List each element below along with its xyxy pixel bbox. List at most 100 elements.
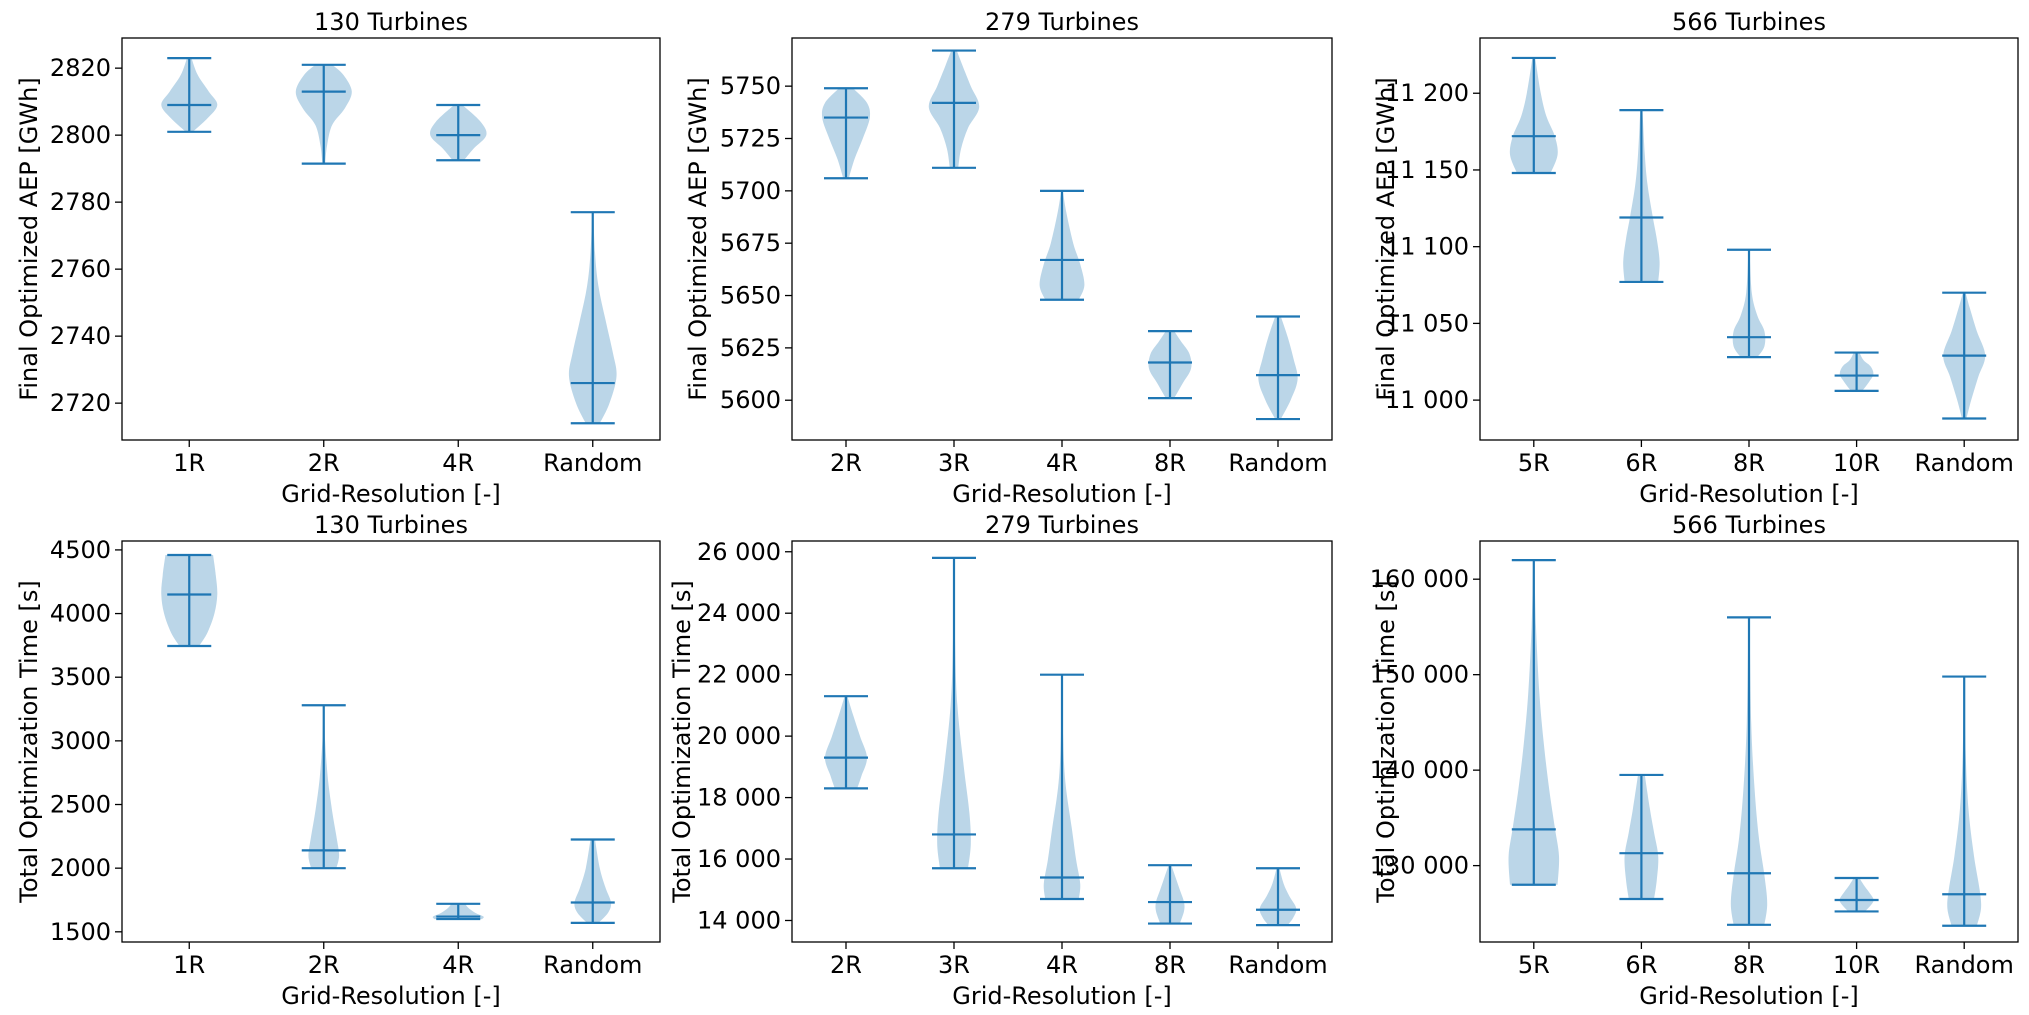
x-tick-label: 6R [1625,951,1657,979]
y-tick-label: 2000 [50,854,111,882]
plot-frame [121,37,661,441]
violin-10r [1834,876,1879,913]
x-tick-label: 4R [442,449,474,477]
y-tick-label: 5700 [720,177,781,205]
violin-8r [1148,864,1192,925]
violin-4r [1040,673,1084,901]
chart-title: 566 Turbines [1672,511,1826,539]
x-tick-label: Random [1915,449,2014,477]
violin-2r [301,704,346,870]
x-tick-label: 8R [1154,951,1186,979]
violin-6r [1619,109,1664,284]
x-tick-label: 4R [442,951,474,979]
violin-8r [1148,330,1192,400]
chart-panel-5: 14 000 16 000 18 000 20 000 22 000 24 000 26 0… [668,511,1333,1010]
y-tick-label: 3000 [50,727,111,755]
y-axis-label: Total Optimization Time [s] [1372,580,1400,903]
violin-random [1256,867,1300,927]
x-tick-label: 10R [1833,449,1880,477]
chart-panel-4: 1500 2000 2500 3000 3500 4000 4500 1R 2R 4R Random… [15,511,661,1010]
x-axis-label: Grid-Resolution [-] [952,480,1171,508]
y-tick-label: 5600 [720,386,781,414]
violin-8r [1727,616,1771,926]
x-tick-label: 2R [308,449,340,477]
violin-8r [1727,248,1771,359]
x-tick-label: Random [1228,449,1327,477]
y-tick-label: 5675 [720,229,781,257]
y-tick-label: 26 000 [697,538,781,566]
y-axis-label: Total Optimization Time [s] [15,580,43,903]
y-tick-label: 140 000 [1370,756,1469,784]
y-axis-label: Total Optimization Time [s] [668,580,696,903]
violin-1r [161,56,218,133]
chart-panel-3: 11 000 11 050 11 100 11 150 11 200 5R 6R 8R 10R R… [1372,8,2019,508]
x-tick-label: 4R [1046,951,1078,979]
y-tick-label: 5650 [720,282,781,310]
y-tick-label: 5725 [720,125,781,153]
x-tick-label: 4R [1046,449,1078,477]
chart-title: 279 Turbines [985,511,1139,539]
y-tick-label: 11 100 [1385,233,1469,261]
y-tick-label: 2780 [50,188,111,216]
chart-panel-2: 5600 5625 5650 5675 5700 5725 5750 2R 3R 4R 8R Rand… [684,8,1333,508]
chart-title: 130 Turbines [314,8,468,36]
x-axis-label: Grid-Resolution [-] [1639,982,1858,1010]
violin-3r [928,49,980,169]
x-tick-label: 5R [1518,951,1550,979]
x-tick-label: 5R [1518,449,1550,477]
y-tick-label: 24 000 [697,599,781,627]
y-tick-label: 4000 [50,600,111,628]
x-tick-label: 6R [1625,449,1657,477]
y-axis-label: Final Optimized AEP [GWh] [684,77,712,400]
y-tick-label: 11 150 [1385,156,1469,184]
violin-4r [432,902,484,921]
chart-title: 279 Turbines [985,8,1139,36]
x-axis-label: Grid-Resolution [-] [281,982,500,1010]
x-tick-label: 10R [1833,951,1880,979]
violin-5r [1508,558,1560,886]
violin-2r [824,695,868,790]
violin-random [1942,291,1987,420]
y-tick-label: 16 000 [697,845,781,873]
y-tick-label: 14 000 [697,906,781,934]
violin-3r [932,556,976,870]
y-tick-label: 5750 [720,72,781,100]
violin-1r [161,553,218,648]
y-tick-label: 2720 [50,389,111,417]
y-tick-label: 11 050 [1385,309,1469,337]
violin-2r [821,87,871,180]
y-tick-label: 1500 [50,918,111,946]
y-tick-label: 2820 [50,54,111,82]
violin-5r [1509,56,1558,175]
violin-random [1942,675,1987,927]
x-tick-label: 2R [830,951,862,979]
y-tick-label: 20 000 [697,722,781,750]
y-tick-label: 11 200 [1385,79,1469,107]
x-axis-label: Grid-Resolution [-] [281,480,500,508]
x-tick-label: Random [543,951,642,979]
y-tick-label: 130 000 [1370,852,1469,880]
y-tick-label: 150 000 [1370,661,1469,689]
y-axis-label: Final Optimized AEP [GWh] [15,77,43,400]
plot-frame [1479,37,2019,441]
x-tick-label: 3R [938,951,970,979]
x-tick-label: 1R [173,951,205,979]
violin-2r [295,63,352,165]
x-tick-label: Random [1228,951,1327,979]
chart-title: 130 Turbines [314,511,468,539]
chart-panel-6: 130 000 140 000 150 000 160 000 5R 6R 8R 10R Ran… [1370,511,2019,1010]
violin-random [570,838,615,925]
x-tick-label: 8R [1733,951,1765,979]
x-tick-label: 2R [308,951,340,979]
y-tick-label: 11 000 [1385,386,1469,414]
x-tick-label: 3R [938,449,970,477]
y-tick-label: 2760 [50,255,111,283]
x-tick-label: Random [1915,951,2014,979]
violin-10r [1834,351,1879,393]
x-tick-label: 1R [173,449,205,477]
x-tick-label: 8R [1733,449,1765,477]
violin-random [568,211,617,425]
violin-random [1256,315,1300,421]
x-tick-label: 2R [830,449,862,477]
